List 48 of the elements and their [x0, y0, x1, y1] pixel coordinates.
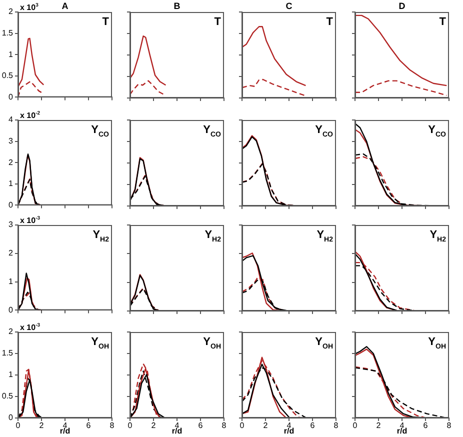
- x-tick-label: 2: [376, 421, 382, 430]
- y-tick-label: 2: [8, 7, 14, 16]
- annotation: T: [439, 16, 446, 28]
- x-tick-label: 2: [151, 421, 156, 430]
- y-tick-label: 0: [8, 413, 14, 422]
- line-series: [18, 80, 44, 98]
- x-tick-label: 8: [222, 421, 227, 430]
- y-tick-label: 3: [8, 136, 14, 146]
- y-tick-label: 2: [8, 327, 14, 336]
- x-tick-label: 8: [334, 421, 339, 430]
- chart-title: B: [174, 1, 181, 11]
- y-tick-label: 1: [8, 277, 14, 286]
- annotation: T: [102, 16, 110, 28]
- chart-title: D: [398, 1, 406, 11]
- chart-title: A: [62, 1, 69, 11]
- x-tick-label: 8: [110, 421, 115, 430]
- x-tick-label: 2: [263, 421, 268, 430]
- y-tick-label: 1.5: [2, 28, 14, 38]
- y-tick-label: 0: [8, 92, 14, 102]
- y-tick-label: 0.5: [2, 71, 14, 80]
- x-tick-label: 0: [240, 421, 245, 430]
- x-tick-label: 0: [128, 421, 133, 430]
- y-tick-label: 2: [8, 158, 14, 167]
- y-tick-label: 0.5: [2, 392, 14, 401]
- y-tick-label: 3: [8, 220, 14, 230]
- x-axis-title: r/d: [60, 426, 70, 436]
- y-tick-label: 2: [8, 248, 14, 258]
- x-tick-label: 0: [16, 421, 21, 430]
- y-tick-label: 1: [8, 370, 14, 380]
- y-tick-label: 4: [8, 115, 14, 124]
- annotation: T: [326, 16, 334, 28]
- x-axis-title: r/d: [172, 426, 182, 436]
- x-tick-label: 8: [446, 421, 452, 430]
- x-axis-title: r/d: [284, 426, 294, 436]
- x-tick-label: 2: [39, 421, 44, 430]
- x-tick-label: 6: [198, 421, 204, 430]
- y-tick-label: 0: [8, 305, 14, 314]
- chart-title: C: [286, 1, 293, 11]
- y-tick-label: 1.5: [2, 348, 14, 358]
- y-tick-label: 1: [8, 179, 14, 188]
- y-tick-label: 1: [8, 50, 14, 59]
- x-axis-title: r/d: [396, 426, 408, 436]
- y-tick-label: 0: [8, 200, 14, 210]
- annotation: T: [214, 16, 222, 28]
- x-tick-label: 0: [352, 421, 358, 430]
- x-tick-label: 6: [86, 421, 92, 430]
- x-tick-label: 6: [310, 421, 316, 430]
- x-tick-label: 6: [423, 421, 428, 430]
